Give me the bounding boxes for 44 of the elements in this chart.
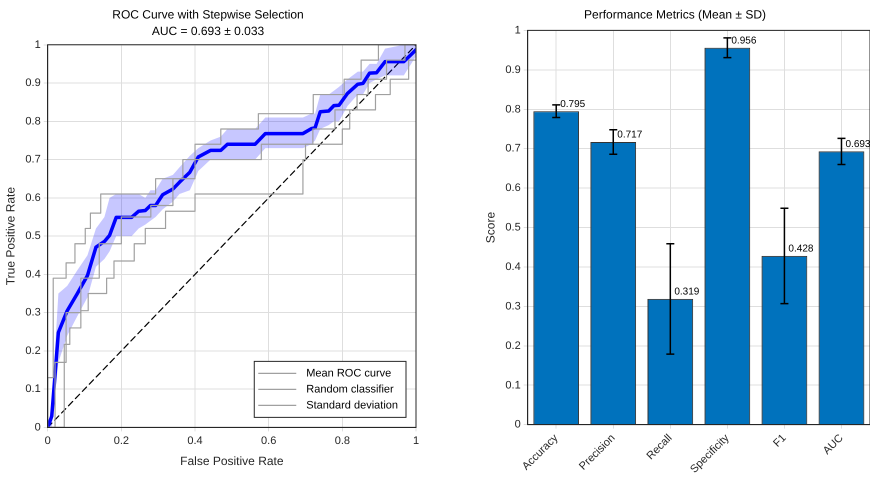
x-tick-label: 0 — [44, 435, 51, 448]
y-tick-label: 0.2 — [505, 340, 521, 352]
y-tick-label: 0.8 — [505, 103, 521, 116]
chart-title: ROC Curve with Stepwise Selection — [112, 8, 304, 22]
y-tick-label: 0.7 — [25, 154, 41, 166]
y-tick-label: 0.6 — [505, 182, 521, 194]
chart-title: Performance Metrics (Mean ± SD) — [584, 8, 766, 22]
data-label: 0.693 — [845, 139, 870, 150]
data-label: 0.956 — [731, 35, 757, 46]
y-tick-label: 0.8 — [25, 115, 41, 128]
data-label: 0.795 — [560, 98, 586, 110]
y-tick-label: 0.1 — [505, 379, 521, 392]
y-tick-label: 0 — [34, 421, 41, 434]
x-tick-label: 1 — [412, 435, 420, 448]
x-tick-label: 0.4 — [187, 435, 203, 448]
y-tick-label: 0 — [514, 418, 521, 431]
legend-label: Standard deviation — [306, 399, 398, 412]
y-tick-label: 1 — [34, 38, 41, 51]
y-tick-label: 0.6 — [25, 192, 41, 204]
data-label: 0.717 — [617, 130, 643, 141]
y-axis-title: Score — [484, 212, 498, 244]
y-tick-label: 1 — [514, 24, 521, 36]
y-tick-label: 0.2 — [25, 344, 41, 357]
x-tick-label: F1 — [771, 432, 789, 450]
legend-label: Random classifier — [306, 383, 394, 396]
y-tick-label: 0.5 — [505, 222, 521, 234]
y-tick-label: 0.1 — [25, 383, 41, 396]
x-tick-label: 0.6 — [261, 435, 276, 448]
legend-label: Mean ROC curve — [306, 367, 392, 380]
y-tick-label: 0.4 — [505, 260, 521, 273]
y-axis-title: True Positive Rate — [4, 186, 18, 286]
y-tick-label: 0.3 — [25, 306, 41, 319]
chart-subtitle: AUC = 0.693 ± 0.033 — [152, 24, 264, 38]
x-tick-label: 0.8 — [334, 435, 350, 448]
data-label: 0.428 — [788, 244, 814, 255]
y-tick-label: 0.3 — [505, 300, 521, 312]
x-axis-title: False Positive Rate — [180, 454, 284, 468]
y-tick-label: 0.9 — [25, 77, 41, 90]
data-label: 0.319 — [674, 286, 700, 298]
y-tick-label: 0.5 — [25, 230, 41, 242]
y-tick-label: 0.7 — [505, 142, 521, 155]
x-tick-label: 0.2 — [114, 435, 129, 448]
y-tick-label: 0.9 — [505, 64, 521, 76]
y-tick-label: 0.4 — [25, 268, 41, 280]
